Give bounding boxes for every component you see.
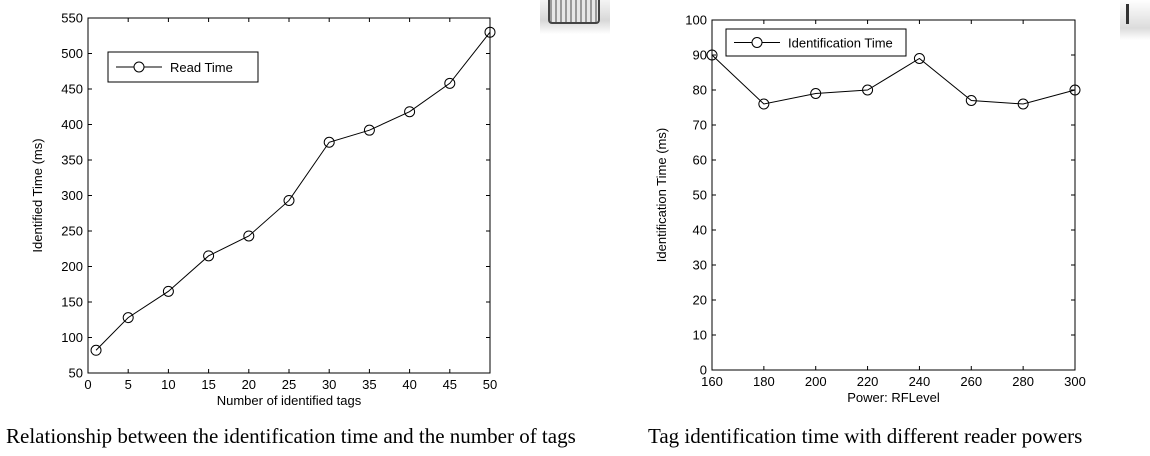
- chart1-data-point: [243, 230, 255, 242]
- chart2-x-tick-label: 240: [909, 374, 931, 389]
- chart2-y-tick-label: 10: [693, 328, 707, 343]
- chart1-y-tick-label: 200: [61, 259, 83, 274]
- chart1-x-tick-label: 50: [483, 377, 497, 392]
- chart1-x-tick-label: 40: [402, 377, 416, 392]
- chart1-y-tick-label: 550: [61, 11, 83, 26]
- chart2-data-point: [706, 49, 718, 61]
- chart1-y-tick-label: 350: [61, 153, 83, 168]
- chart1-data-point: [484, 26, 496, 38]
- chart2-y-tick-label: 0: [700, 363, 707, 378]
- chart2-plot-frame: [711, 19, 1076, 371]
- edge-decoration: [1120, 0, 1150, 40]
- chart2-y-tick-label: 60: [693, 153, 707, 168]
- chart1-x-tick-label: 0: [84, 377, 91, 392]
- chart1-data-point: [122, 312, 134, 324]
- chart2-legend-label: Identification Time: [788, 36, 893, 51]
- chart1-y-tick-label: 100: [61, 330, 83, 345]
- chart1-x-tick-label: 45: [443, 377, 457, 392]
- chart2-y-tick-label: 50: [693, 188, 707, 203]
- chart2-data-point: [758, 98, 770, 110]
- chart1-y-tick-label: 400: [61, 117, 83, 132]
- chart2-x-tick-label: 200: [805, 374, 827, 389]
- chart2-x-tick-label: 260: [960, 374, 982, 389]
- chart1-y-axis-label: Identified Time (ms): [30, 138, 45, 252]
- chart1-data-point: [363, 124, 375, 136]
- caption-right: Tag identification time with different r…: [648, 424, 1083, 448]
- chart1-x-tick-label: 35: [362, 377, 376, 392]
- chart1-x-axis-label: Number of identified tags: [217, 393, 362, 408]
- chart2-y-tick-label: 80: [693, 83, 707, 98]
- chart2-data-point: [913, 53, 925, 64]
- chart2-y-tick-label: 70: [693, 118, 707, 133]
- chart1-x-tick-label: 20: [242, 377, 256, 392]
- chart2-y-tick-label: 20: [693, 293, 707, 308]
- chart2-x-axis-label: Power: RFLevel: [847, 390, 940, 405]
- chart2-data-point: [1069, 84, 1081, 96]
- chart1-x-tick-label: 15: [201, 377, 215, 392]
- chart1-data-point: [162, 285, 174, 297]
- chart2-x-tick-label: 180: [753, 374, 775, 389]
- chart1-data-point: [90, 344, 102, 356]
- chart2-x-tick-label: 160: [701, 374, 723, 389]
- chart1-x-tick-label: 30: [322, 377, 336, 392]
- chart2-data-point: [1017, 98, 1029, 110]
- chart1-y-tick-label: 450: [61, 82, 83, 97]
- chip-icon: [548, 0, 600, 24]
- bar-icon: [1126, 4, 1129, 24]
- chart2-y-axis-label: Identification Time (ms): [654, 128, 669, 262]
- chart2-y-tick-label: 100: [685, 13, 707, 28]
- chart2-y-tick-label: 40: [693, 223, 707, 238]
- chart1-legend-marker: [133, 61, 145, 73]
- chart1-y-tick-label: 500: [61, 46, 83, 61]
- caption-left: Relationship between the identification …: [6, 424, 576, 448]
- chart2-x-tick-label: 220: [857, 374, 879, 389]
- chart2-data-point: [862, 84, 874, 96]
- chart1-x-tick-label: 25: [282, 377, 296, 392]
- chart1-y-tick-label: 300: [61, 188, 83, 203]
- chart2-y-tick-label: 90: [693, 48, 707, 63]
- chart1-x-tick-label: 10: [161, 377, 175, 392]
- chart1-x-tick-label: 5: [125, 377, 132, 392]
- chart1-data-point: [203, 250, 215, 262]
- chart1-y-tick-label: 150: [61, 295, 83, 310]
- chart1-y-tick-label: 250: [61, 224, 83, 239]
- chart1-legend-label: Read Time: [170, 60, 233, 75]
- chart1-data-point: [404, 106, 416, 118]
- chart2-x-tick-label: 300: [1064, 374, 1086, 389]
- chart2-data-point: [965, 95, 977, 106]
- chart1-series-line: [95, 31, 491, 351]
- tag-chip-decoration: [540, 0, 610, 34]
- chart1-data-point: [283, 194, 295, 206]
- chart2-legend-marker: [751, 37, 763, 48]
- chart1-y-tick-label: 50: [69, 366, 83, 381]
- chart1-data-point: [444, 77, 456, 89]
- chart2-x-tick-label: 280: [1012, 374, 1034, 389]
- chart2-series-line: [711, 54, 1076, 105]
- chart2-y-tick-label: 30: [693, 258, 707, 273]
- chart1-data-point: [323, 136, 335, 148]
- chart2-data-point: [810, 88, 822, 99]
- charts-canvas: 0 5 10 15 20 25 30 35 40 45 5050100150200250300350…: [30, 11, 1086, 409]
